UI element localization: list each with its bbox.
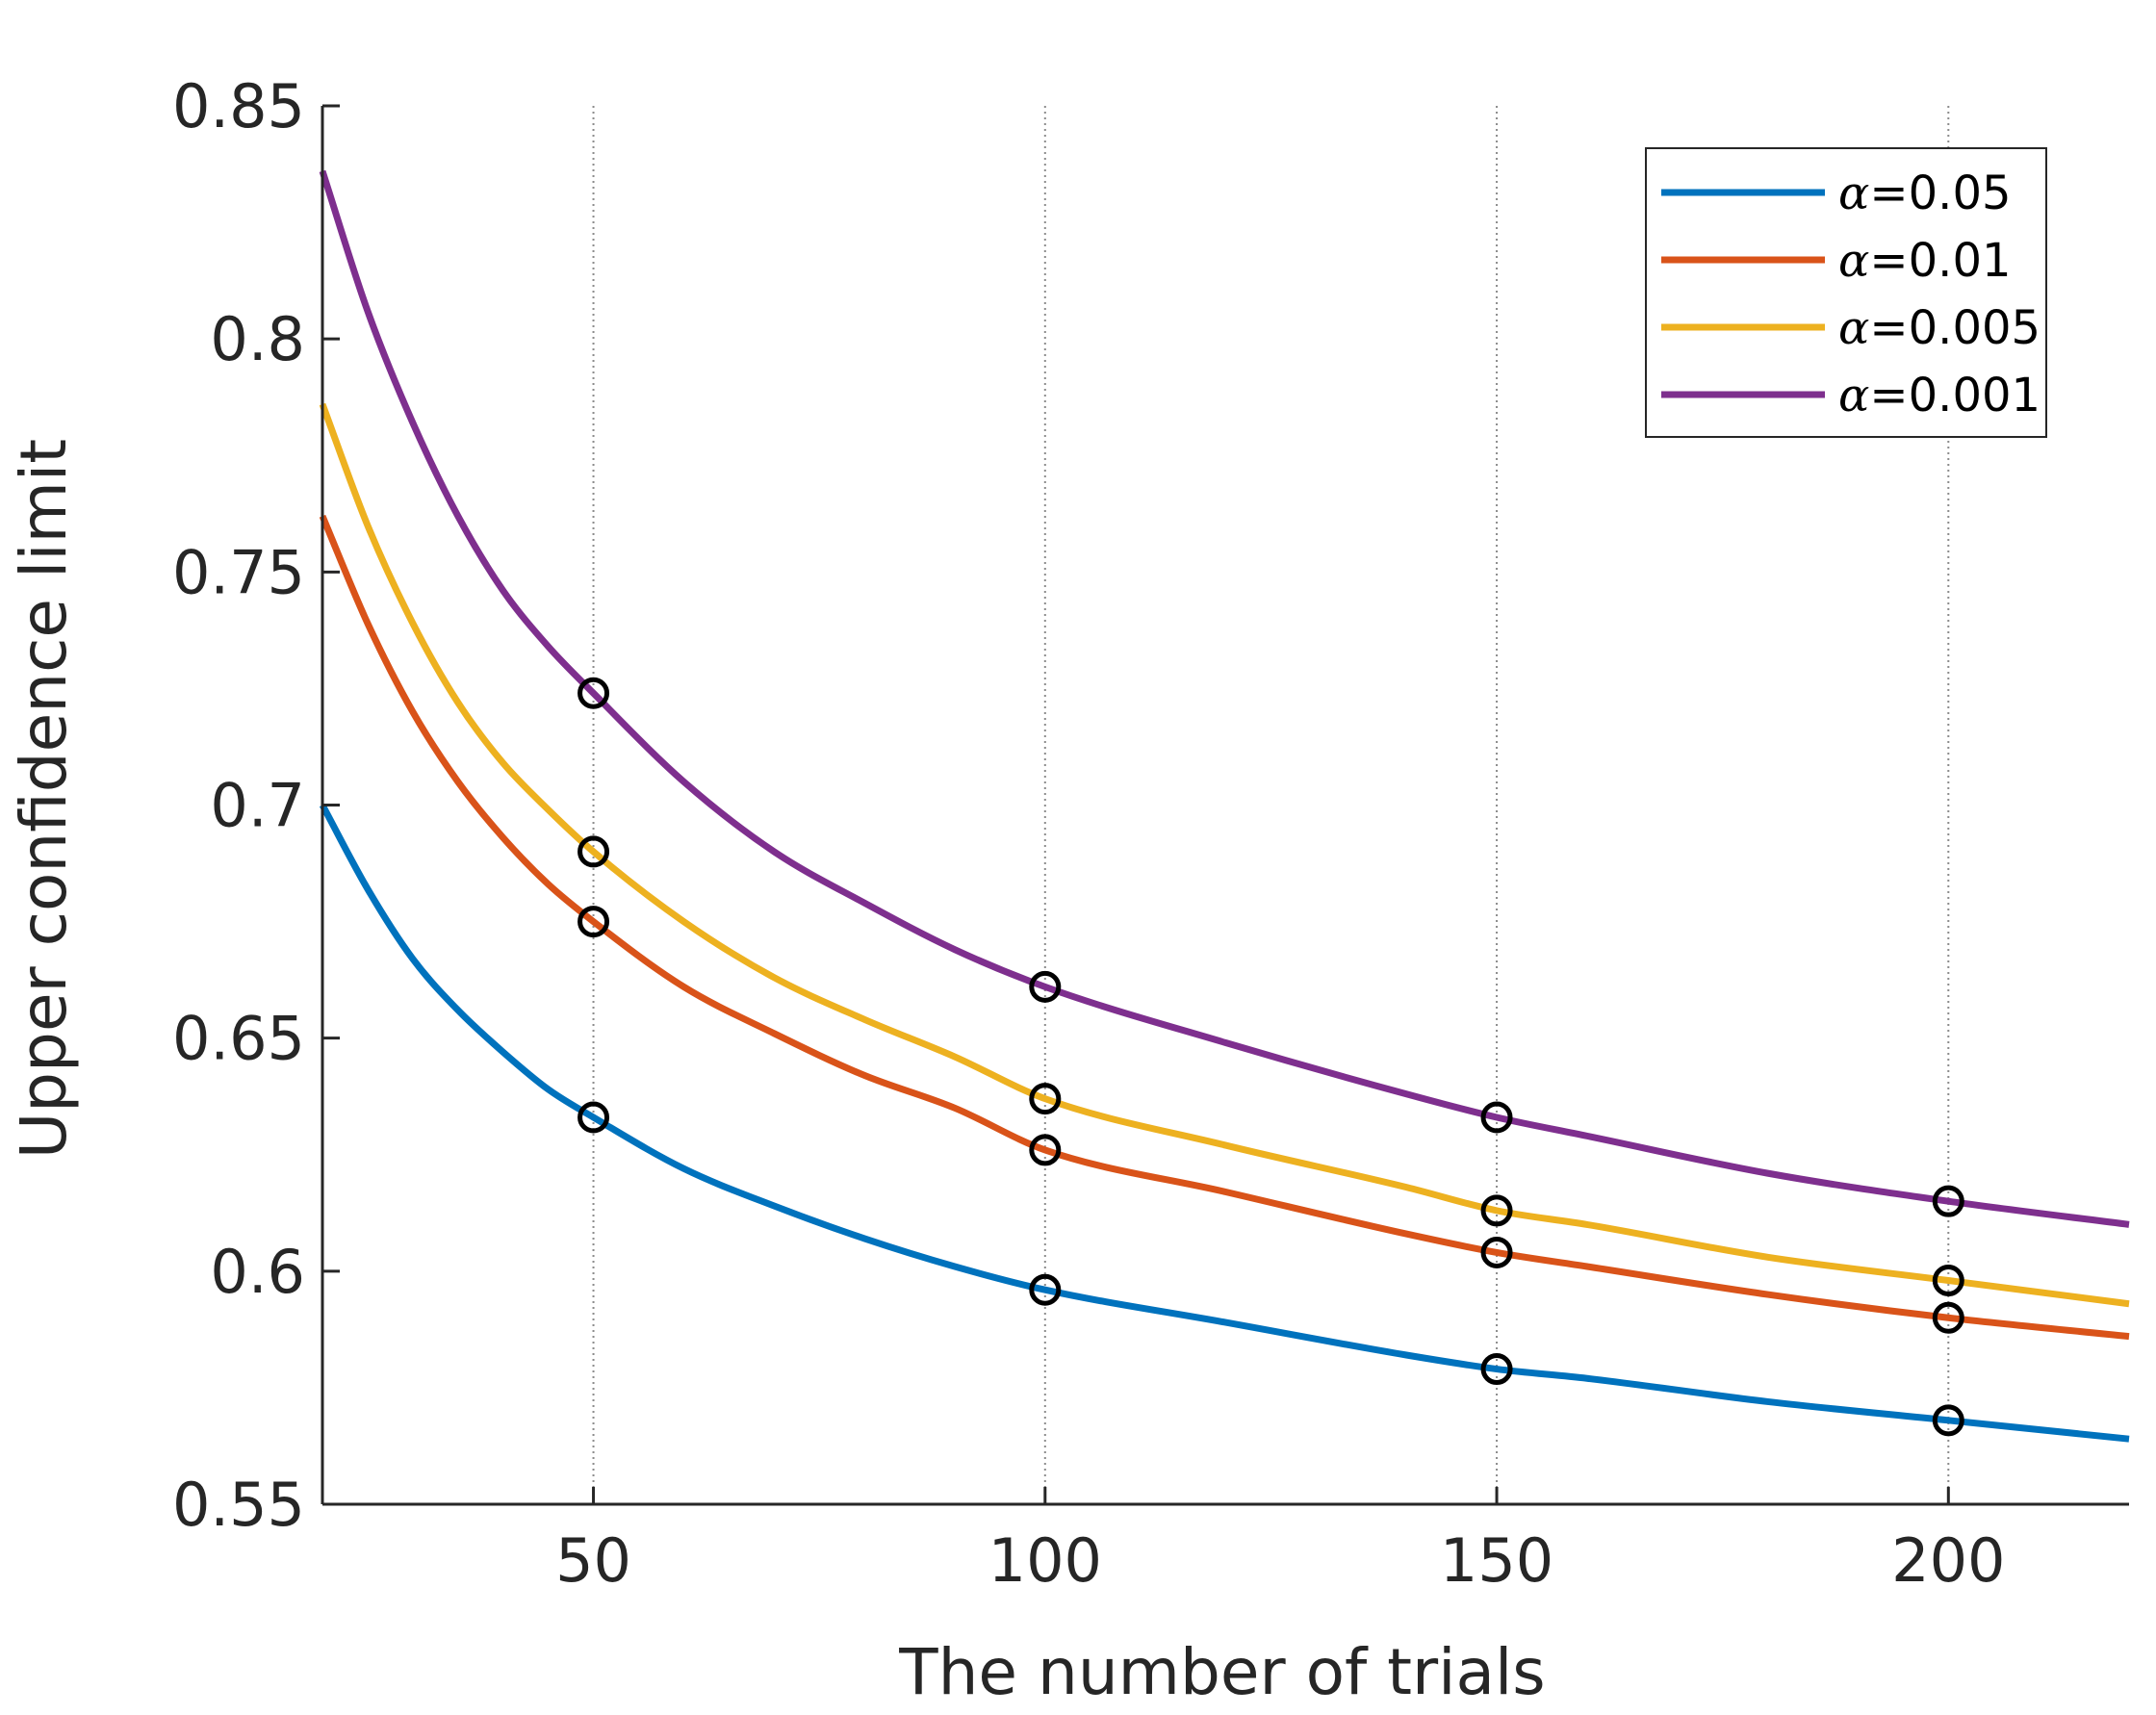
marker-s0-p1 — [1029, 1273, 1062, 1306]
series-markers — [578, 677, 1964, 1437]
marker-s3-p1 — [1029, 970, 1062, 1003]
legend-label-2: α=0.005 — [1838, 301, 2040, 355]
marker-s2-p0 — [578, 835, 610, 868]
legend: α=0.05 α=0.01 α=0.005 α=0.001 — [1645, 147, 2047, 438]
series-line-0 — [319, 803, 2130, 1443]
y-tick-label-0: 0.55 — [172, 1470, 305, 1540]
x-tick-label-100: 100 — [988, 1525, 1102, 1596]
marker-s1-p1 — [1029, 1134, 1062, 1166]
x-axis-title: The number of trials — [898, 1635, 1545, 1709]
marker-s0-p0 — [578, 1101, 610, 1134]
tick-labels: 50 100 150 200 0.55 0.6 0.65 0.7 0.75 0.8 0.85 — [172, 71, 2006, 1596]
legend-label-1: α=0.01 — [1838, 234, 2012, 288]
x-tick-label-150: 150 — [1440, 1525, 1553, 1596]
grid-lines — [592, 106, 1950, 1504]
axes — [321, 104, 2129, 1506]
series-line-1 — [319, 514, 2130, 1341]
marker-s2-p1 — [1029, 1083, 1062, 1115]
marker-s0-p3 — [1932, 1404, 1964, 1437]
series-line-2 — [319, 402, 2130, 1308]
marker-s1-p3 — [1932, 1301, 1964, 1334]
marker-s3-p3 — [1932, 1185, 1964, 1217]
legend-box — [1645, 147, 2047, 438]
marker-s3-p0 — [578, 677, 610, 709]
legend-label-3: α=0.001 — [1838, 369, 2040, 422]
y-axis-title: Upper confidence limit — [7, 439, 81, 1159]
x-tick-label-200: 200 — [1891, 1525, 2005, 1596]
y-tick-label-1: 0.6 — [210, 1237, 305, 1307]
marker-s2-p2 — [1480, 1194, 1513, 1227]
y-tick-label-4: 0.75 — [172, 537, 305, 607]
marker-s2-p3 — [1932, 1265, 1964, 1297]
marker-s0-p2 — [1480, 1353, 1513, 1386]
marker-s3-p2 — [1480, 1101, 1513, 1134]
marker-s1-p2 — [1480, 1236, 1513, 1268]
legend-items: α=0.05 α=0.01 α=0.005 α=0.001 — [1661, 166, 2040, 422]
y-tick-label-5: 0.8 — [210, 304, 305, 374]
series-line-3 — [319, 169, 2130, 1228]
series-curves — [319, 169, 2130, 1443]
y-tick-label-3: 0.7 — [210, 771, 305, 841]
y-tick-label-2: 0.65 — [172, 1004, 305, 1074]
marker-s1-p0 — [578, 906, 610, 938]
y-tick-label-6: 0.85 — [172, 71, 305, 141]
x-tick-label-50: 50 — [555, 1525, 631, 1596]
legend-label-0: α=0.05 — [1838, 166, 2012, 220]
